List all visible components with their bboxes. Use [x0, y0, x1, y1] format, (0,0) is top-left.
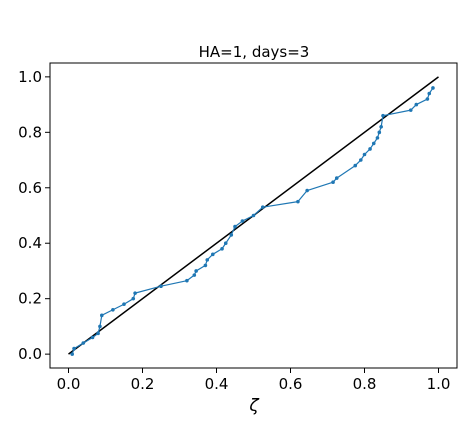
data-point: [220, 246, 224, 251]
data-point: [414, 102, 419, 107]
y-tick-label: 0.0: [18, 345, 42, 363]
data-point: [185, 278, 189, 283]
data-point: [192, 273, 197, 277]
data-point: [131, 296, 136, 301]
data-point: [194, 269, 198, 273]
x-tick-label: 0.8: [353, 375, 377, 393]
x-tick-label: 0.0: [57, 375, 81, 393]
data-point: [211, 252, 215, 257]
data-point: [334, 176, 339, 180]
data-point: [100, 313, 104, 318]
data-point: [371, 141, 376, 146]
y-axis: 0.0 0.2 0.4 0.6 0.8 1.0: [18, 68, 50, 363]
x-tick-label: 0.4: [205, 375, 229, 393]
x-tick-label: 0.6: [279, 375, 303, 393]
plot-layer: [68, 76, 439, 356]
data-point: [205, 258, 210, 262]
data-point: [377, 130, 382, 135]
data-point: [296, 199, 300, 204]
x-axis: 0.0 0.2 0.4 0.6 0.8 1.0: [57, 368, 451, 393]
y-tick-label: 0.8: [18, 123, 42, 141]
data-point: [233, 224, 237, 229]
x-axis-label: ζ: [248, 396, 260, 416]
data-point: [381, 113, 385, 118]
data-point: [229, 233, 234, 237]
data-point: [359, 158, 363, 162]
data-point: [81, 341, 86, 345]
data-point: [331, 180, 335, 185]
data-point: [96, 331, 100, 336]
data-point: [90, 335, 95, 340]
data-point: [353, 163, 358, 168]
data-point: [133, 291, 137, 295]
data-point: [203, 263, 208, 268]
data-point: [362, 152, 367, 157]
data-point: [425, 97, 430, 101]
data-point: [379, 124, 383, 129]
data-point: [223, 241, 228, 246]
data-point: [431, 86, 435, 90]
series-line-0: [71, 87, 434, 355]
x-tick-label: 1.0: [427, 375, 451, 393]
x-tick-label: 0.2: [131, 375, 155, 393]
data-point: [305, 188, 309, 193]
data-point: [427, 91, 432, 96]
data-point: [159, 284, 163, 289]
y-tick-label: 0.4: [18, 234, 42, 252]
y-tick-label: 0.6: [18, 179, 42, 197]
data-point: [98, 324, 102, 329]
y-tick-label: 1.0: [18, 68, 42, 86]
y-tick-label: 0.2: [18, 290, 42, 308]
data-point: [72, 346, 76, 351]
data-point: [111, 307, 115, 312]
data-point: [375, 136, 380, 140]
data-point: [122, 302, 126, 307]
data-point: [70, 352, 74, 356]
plot-frame: [49, 62, 458, 369]
data-point: [251, 213, 256, 218]
data-point: [368, 147, 372, 151]
data-point: [260, 205, 265, 209]
chart-title: HA=1, days=3: [199, 43, 310, 61]
data-point: [240, 219, 245, 223]
data-point: [408, 108, 413, 112]
